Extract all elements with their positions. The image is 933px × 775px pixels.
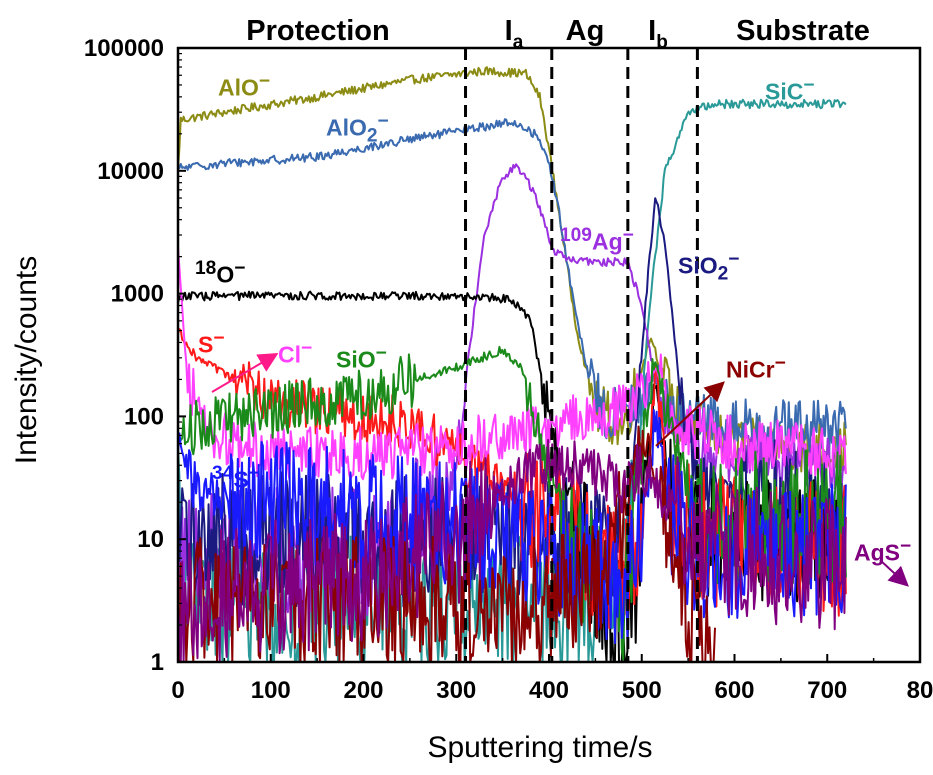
region-label-text: Protection: [246, 15, 389, 47]
y-tick-label: 100: [124, 403, 164, 430]
nicr-arrow: [655, 381, 725, 447]
y-tick-label: 100000: [84, 35, 164, 62]
y-tick-label: 1000: [111, 281, 164, 308]
series-label-wrap: SiC−: [765, 75, 815, 105]
region-label: Substrate: [736, 15, 870, 47]
region-label-text: Substrate: [736, 15, 870, 47]
series-label: 18O−: [195, 258, 246, 288]
series-label: 109Ag−: [560, 225, 634, 255]
x-tick-label: 100: [251, 677, 291, 704]
series-label-wrap: SiO2−: [678, 249, 740, 285]
region-label-sub: b: [656, 32, 668, 53]
series-label-wrap: 34S−: [212, 463, 260, 493]
x-tick-label: 600: [714, 677, 754, 704]
region-label: Ag: [566, 15, 605, 47]
series-line: [178, 425, 716, 662]
series-layer: [178, 66, 847, 662]
series-label: SiO−: [336, 343, 387, 373]
y-tick-label: 10000: [97, 158, 164, 185]
series-label-wrap: 109Ag−: [560, 225, 634, 255]
cl-arrow: [211, 352, 279, 393]
series-label-wrap: AgS−: [854, 536, 912, 566]
series-label-wrap: NiCr−: [726, 353, 786, 383]
series-label: AgS−: [854, 536, 912, 566]
series-label: S−: [198, 328, 225, 358]
series-label-wrap: S−: [198, 328, 225, 358]
series-label-wrap: 18O−: [195, 258, 246, 288]
region-label-text: I: [505, 15, 513, 47]
x-tick-label: 80: [907, 677, 933, 704]
series-label-wrap: AlO−: [218, 71, 271, 101]
x-tick-label: 200: [343, 677, 383, 704]
series-label-layer: AlO− AlO2− SiC− 109Ag− SiO2− 18O− S− Cl− SiO− 34S…: [195, 71, 912, 566]
y-tick-label: 10: [137, 526, 164, 553]
ags-arrow: [879, 559, 909, 587]
series-label: SiO2−: [678, 249, 740, 285]
x-axis-title: Sputtering time/s: [427, 731, 652, 764]
region-label-text: Ag: [566, 15, 605, 47]
series-label-wrap: AlO2−: [326, 111, 389, 147]
boundary-layer: [464, 48, 699, 662]
x-tick-label: 700: [807, 677, 847, 704]
series-label: 34S−: [212, 463, 260, 493]
region-label: Ib: [648, 15, 668, 53]
x-tick-label: 0: [171, 677, 184, 704]
x-tick-label: 400: [529, 677, 569, 704]
series-label-wrap: SiO−: [336, 343, 387, 373]
series-label: AlO−: [218, 71, 271, 101]
x-tick-label: 500: [622, 677, 662, 704]
region-label-sub: a: [513, 32, 524, 53]
series-label: SiC−: [765, 75, 815, 105]
y-tick-label: 1: [151, 649, 164, 676]
region-label-layer: Protection Ia Ag Ib Substrate: [246, 15, 870, 53]
tick-layer: 0 100 200 300 400 500 600 700 80 1 10 100 1000 10000 1…: [84, 35, 933, 704]
region-label-text: I: [648, 15, 656, 47]
series-label: NiCr−: [726, 353, 786, 383]
region-label: Ia: [505, 15, 524, 53]
series-line: [178, 438, 847, 662]
x-tick-label: 300: [436, 677, 476, 704]
series-label-wrap: Cl−: [278, 338, 313, 368]
region-label: Protection: [246, 15, 389, 47]
series-label: AlO2−: [326, 111, 389, 147]
y-axis-title: Intensity/counts: [10, 256, 43, 464]
series-label: Cl−: [278, 338, 313, 368]
